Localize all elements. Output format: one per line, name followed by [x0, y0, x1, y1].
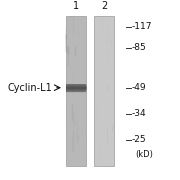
FancyBboxPatch shape — [66, 84, 86, 92]
Text: 1: 1 — [73, 1, 79, 11]
Text: -34: -34 — [131, 109, 146, 118]
Text: -85: -85 — [131, 43, 146, 52]
FancyBboxPatch shape — [94, 16, 114, 166]
Text: (kD): (kD) — [135, 150, 153, 159]
Text: -117: -117 — [131, 22, 152, 31]
FancyBboxPatch shape — [66, 16, 86, 166]
Text: Cyclin-L1: Cyclin-L1 — [7, 83, 52, 93]
Text: -25: -25 — [131, 135, 146, 144]
Text: -49: -49 — [131, 83, 146, 92]
Text: 2: 2 — [101, 1, 107, 11]
